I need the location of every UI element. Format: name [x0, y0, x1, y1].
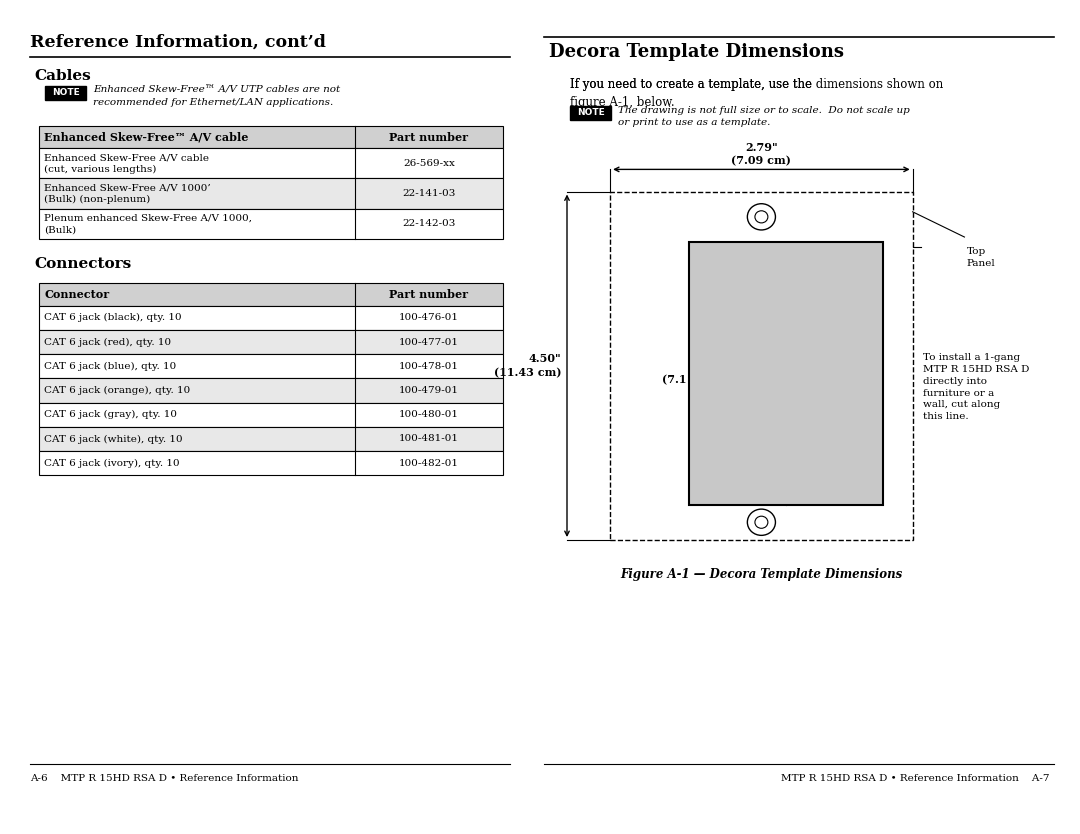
Bar [39, 126, 503, 148]
Text: SURFACE CUT-OUT
AREA FOR
FURNITURE MOUNT: SURFACE CUT-OUT AREA FOR FURNITURE MOUNT [725, 376, 848, 411]
Circle shape [747, 203, 775, 230]
Text: 100-480-01: 100-480-01 [399, 410, 459, 420]
Bar [570, 106, 611, 120]
Text: 22-141-03: 22-141-03 [402, 189, 456, 198]
Bar [39, 354, 503, 379]
Text: 100-478-01: 100-478-01 [399, 362, 459, 371]
Text: Top
Panel: Top Panel [967, 247, 996, 268]
Text: 100-482-01: 100-482-01 [399, 459, 459, 468]
Text: NOTE: NOTE [577, 108, 605, 118]
Text: Figure A-1 — Decora Template Dimensions: Figure A-1 — Decora Template Dimensions [620, 568, 903, 581]
Circle shape [755, 211, 768, 223]
Text: CAT 6 jack (ivory), qty. 10: CAT 6 jack (ivory), qty. 10 [44, 459, 180, 468]
Bar [39, 306, 503, 330]
Text: CAT 6 jack (red), qty. 10: CAT 6 jack (red), qty. 10 [44, 338, 172, 347]
Text: 1.9"
(4.83 cm): 1.9" (4.83 cm) [756, 243, 816, 268]
Text: Enhanced Skew-Free A/V 1000’
(Bulk) (non-plenum): Enhanced Skew-Free A/V 1000’ (Bulk) (non… [44, 183, 211, 204]
Bar [39, 403, 503, 427]
Bar [39, 178, 503, 208]
Bar [39, 148, 503, 178]
Text: 100-477-01: 100-477-01 [399, 338, 459, 347]
Circle shape [747, 509, 775, 535]
Text: If you need to create a template, use the dimensions shown on
figure A-1, below.: If you need to create a template, use th… [570, 78, 944, 108]
Bar [610, 192, 913, 540]
Text: Enhanced Skew-Free™ A/V cable: Enhanced Skew-Free™ A/V cable [44, 132, 248, 143]
Circle shape [755, 516, 768, 528]
Text: A-6    MTP R 15HD RSA D • Reference Information: A-6 MTP R 15HD RSA D • Reference Informa… [30, 774, 299, 782]
Text: Connector: Connector [44, 289, 109, 300]
Text: If you need to create a template, use the: If you need to create a template, use th… [570, 78, 816, 91]
Text: CAT 6 jack (black), qty. 10: CAT 6 jack (black), qty. 10 [44, 314, 181, 323]
Bar [45, 86, 86, 100]
Text: 100-481-01: 100-481-01 [399, 435, 459, 444]
Bar [39, 284, 503, 306]
Text: Cables: Cables [35, 69, 92, 83]
Text: Decora Template Dimensions: Decora Template Dimensions [549, 43, 843, 61]
Text: Part number: Part number [390, 289, 469, 300]
Text: 26-569-xx: 26-569-xx [403, 158, 455, 168]
Text: CAT 6 jack (blue), qty. 10: CAT 6 jack (blue), qty. 10 [44, 362, 176, 371]
Text: NOTE: NOTE [52, 88, 80, 98]
Bar [689, 242, 883, 505]
Text: To install a 1-gang
MTP R 15HD RSA D
directly into
furniture or a
wall, cut alon: To install a 1-gang MTP R 15HD RSA D dir… [923, 353, 1029, 421]
Text: Reference Information, cont’d: Reference Information, cont’d [30, 33, 326, 50]
Bar [39, 451, 503, 475]
Bar [39, 208, 503, 239]
Text: 22-142-03: 22-142-03 [402, 219, 456, 229]
Text: The drawing is not full size or to scale.  Do not scale up
or print to use as a : The drawing is not full size or to scale… [618, 106, 909, 128]
Text: MTP R 15HD RSA D • Reference Information    A-7: MTP R 15HD RSA D • Reference Information… [781, 774, 1050, 782]
Text: 2.8"
(7.1 cm): 2.8" (7.1 cm) [662, 361, 714, 385]
Text: CAT 6 jack (gray), qty. 10: CAT 6 jack (gray), qty. 10 [44, 410, 177, 420]
Bar [39, 379, 503, 403]
Bar [39, 330, 503, 354]
Text: 100-479-01: 100-479-01 [399, 386, 459, 395]
Text: CAT 6 jack (white), qty. 10: CAT 6 jack (white), qty. 10 [44, 435, 183, 444]
Text: Plenum enhanced Skew-Free A/V 1000,
(Bulk): Plenum enhanced Skew-Free A/V 1000, (Bul… [44, 214, 253, 234]
Text: CAT 6 jack (orange), qty. 10: CAT 6 jack (orange), qty. 10 [44, 386, 190, 395]
Text: Enhanced Skew-Free A/V cable
(cut, various lengths): Enhanced Skew-Free A/V cable (cut, vario… [44, 153, 210, 173]
Text: Enhanced Skew-Free™ A/V UTP cables are not
recommended for Ethernet/LAN applicat: Enhanced Skew-Free™ A/V UTP cables are n… [93, 86, 340, 107]
Text: Connectors: Connectors [35, 257, 132, 271]
Text: 4.50"
(11.43 cm): 4.50" (11.43 cm) [495, 354, 562, 378]
Text: Part number: Part number [390, 132, 469, 143]
Bar [39, 427, 503, 451]
Text: 100-476-01: 100-476-01 [399, 314, 459, 322]
Text: 2.79"
(7.09 cm): 2.79" (7.09 cm) [731, 142, 792, 166]
